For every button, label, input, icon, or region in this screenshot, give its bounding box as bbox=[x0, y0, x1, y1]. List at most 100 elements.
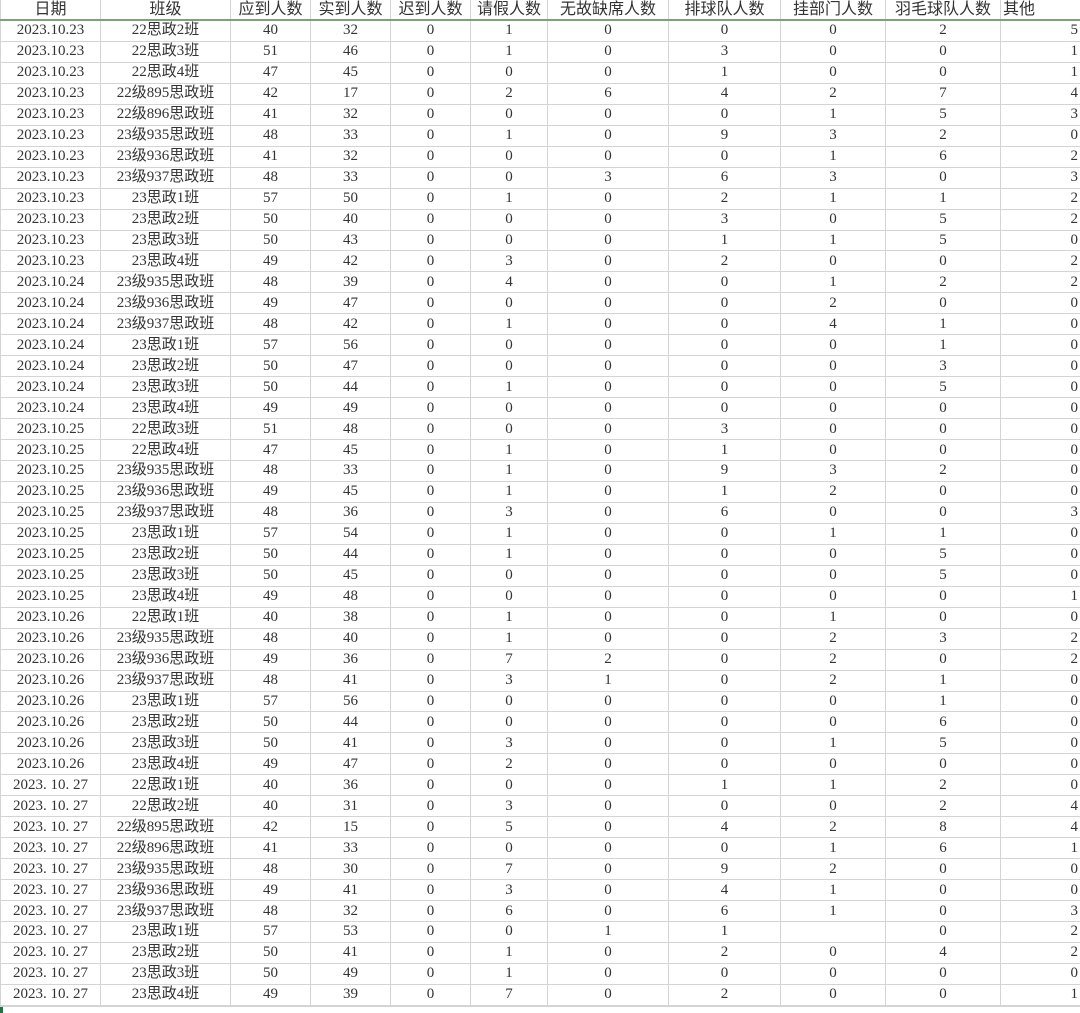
cell-present[interactable]: 39 bbox=[311, 984, 391, 1005]
cell-other[interactable]: 1 bbox=[1001, 984, 1080, 1005]
cell-other[interactable]: 0 bbox=[1001, 230, 1080, 251]
cell-leave[interactable]: 2 bbox=[471, 754, 548, 775]
cell-date[interactable]: 2023.10.24 bbox=[1, 293, 101, 314]
cell-late[interactable]: 0 bbox=[391, 775, 471, 796]
cell-expected[interactable]: 48 bbox=[231, 314, 311, 335]
cell-expected[interactable]: 40 bbox=[231, 607, 311, 628]
cell-other[interactable]: 0 bbox=[1001, 293, 1080, 314]
cell-date[interactable]: 2023.10.25 bbox=[1, 565, 101, 586]
cell-badminton[interactable]: 0 bbox=[886, 62, 1001, 83]
cell-badminton[interactable]: 0 bbox=[886, 481, 1001, 502]
cell-department[interactable]: 0 bbox=[781, 251, 886, 272]
cell-department[interactable]: 4 bbox=[781, 314, 886, 335]
cell-date[interactable]: 2023.10.26 bbox=[1, 754, 101, 775]
cell-date[interactable]: 2023.10.25 bbox=[1, 419, 101, 440]
cell-absent[interactable]: 0 bbox=[548, 775, 669, 796]
cell-absent[interactable]: 2 bbox=[548, 649, 669, 670]
cell-badminton[interactable]: 1 bbox=[886, 335, 1001, 356]
cell-late[interactable]: 0 bbox=[391, 62, 471, 83]
cell-expected[interactable]: 51 bbox=[231, 41, 311, 62]
cell-late[interactable]: 0 bbox=[391, 440, 471, 461]
cell-leave[interactable]: 1 bbox=[471, 481, 548, 502]
cell-leave[interactable]: 2 bbox=[471, 83, 548, 104]
cell-expected[interactable]: 57 bbox=[231, 523, 311, 544]
cell-class[interactable]: 22思政2班 bbox=[101, 796, 231, 817]
cell-present[interactable]: 32 bbox=[311, 901, 391, 922]
cell-date[interactable]: 2023.10.23 bbox=[1, 125, 101, 146]
cell-class[interactable]: 23思政1班 bbox=[101, 523, 231, 544]
cell-present[interactable]: 33 bbox=[311, 838, 391, 859]
cell-class[interactable]: 23级936思政班 bbox=[101, 146, 231, 167]
cell-leave[interactable]: 0 bbox=[471, 691, 548, 712]
cell-leave[interactable]: 0 bbox=[471, 712, 548, 733]
cell-other[interactable]: 0 bbox=[1001, 481, 1080, 502]
cell-leave[interactable]: 1 bbox=[471, 440, 548, 461]
cell-leave[interactable]: 7 bbox=[471, 649, 548, 670]
cell-expected[interactable]: 57 bbox=[231, 691, 311, 712]
cell-volleyball[interactable]: 1 bbox=[669, 775, 781, 796]
cell-absent[interactable]: 0 bbox=[548, 377, 669, 398]
cell-absent[interactable]: 0 bbox=[548, 691, 669, 712]
cell-department[interactable]: 0 bbox=[781, 41, 886, 62]
cell-late[interactable]: 0 bbox=[391, 796, 471, 817]
cell-class[interactable]: 23思政3班 bbox=[101, 230, 231, 251]
cell-late[interactable]: 0 bbox=[391, 104, 471, 125]
cell-class[interactable]: 23级936思政班 bbox=[101, 649, 231, 670]
cell-late[interactable]: 0 bbox=[391, 293, 471, 314]
cell-leave[interactable]: 1 bbox=[471, 41, 548, 62]
cell-department[interactable]: 0 bbox=[781, 984, 886, 1005]
cell-other[interactable]: 1 bbox=[1001, 586, 1080, 607]
cell-volleyball[interactable]: 9 bbox=[669, 125, 781, 146]
column-header-date[interactable]: 日期 bbox=[1, 0, 101, 20]
cell-other[interactable]: 0 bbox=[1001, 733, 1080, 754]
cell-expected[interactable]: 49 bbox=[231, 251, 311, 272]
cell-other[interactable]: 0 bbox=[1001, 440, 1080, 461]
cell-volleyball[interactable]: 6 bbox=[669, 502, 781, 523]
cell-present[interactable]: 47 bbox=[311, 356, 391, 377]
cell-late[interactable]: 0 bbox=[391, 984, 471, 1005]
cell-expected[interactable]: 41 bbox=[231, 146, 311, 167]
cell-expected[interactable]: 50 bbox=[231, 209, 311, 230]
cell-late[interactable]: 0 bbox=[391, 398, 471, 419]
cell-late[interactable]: 0 bbox=[391, 942, 471, 963]
column-header-late[interactable]: 迟到人数 bbox=[391, 0, 471, 20]
cell-late[interactable]: 0 bbox=[391, 607, 471, 628]
cell-badminton[interactable]: 0 bbox=[886, 984, 1001, 1005]
cell-badminton[interactable]: 0 bbox=[886, 921, 1001, 942]
cell-late[interactable]: 0 bbox=[391, 83, 471, 104]
cell-present[interactable]: 45 bbox=[311, 440, 391, 461]
cell-department[interactable]: 0 bbox=[781, 377, 886, 398]
cell-badminton[interactable]: 2 bbox=[886, 272, 1001, 293]
cell-badminton[interactable]: 0 bbox=[886, 607, 1001, 628]
cell-late[interactable]: 0 bbox=[391, 859, 471, 880]
cell-expected[interactable]: 49 bbox=[231, 984, 311, 1005]
cell-class[interactable]: 23级937思政班 bbox=[101, 901, 231, 922]
cell-department[interactable]: 2 bbox=[781, 859, 886, 880]
cell-other[interactable]: 1 bbox=[1001, 62, 1080, 83]
cell-absent[interactable]: 0 bbox=[548, 544, 669, 565]
cell-badminton[interactable]: 6 bbox=[886, 712, 1001, 733]
cell-present[interactable]: 53 bbox=[311, 921, 391, 942]
cell-other[interactable]: 0 bbox=[1001, 356, 1080, 377]
cell-class[interactable]: 23思政4班 bbox=[101, 398, 231, 419]
cell-present[interactable]: 43 bbox=[311, 230, 391, 251]
cell-class[interactable]: 23级935思政班 bbox=[101, 272, 231, 293]
column-header-expected[interactable]: 应到人数 bbox=[231, 0, 311, 20]
cell-badminton[interactable]: 0 bbox=[886, 251, 1001, 272]
cell-class[interactable]: 22思政3班 bbox=[101, 419, 231, 440]
cell-volleyball[interactable]: 0 bbox=[669, 146, 781, 167]
cell-leave[interactable]: 3 bbox=[471, 880, 548, 901]
cell-date[interactable]: 2023.10.24 bbox=[1, 272, 101, 293]
cell-other[interactable]: 2 bbox=[1001, 209, 1080, 230]
cell-late[interactable]: 0 bbox=[391, 461, 471, 482]
cell-expected[interactable]: 49 bbox=[231, 293, 311, 314]
cell-absent[interactable]: 6 bbox=[548, 83, 669, 104]
column-header-leave[interactable]: 请假人数 bbox=[471, 0, 548, 20]
cell-date[interactable]: 2023.10.23 bbox=[1, 104, 101, 125]
cell-other[interactable]: 0 bbox=[1001, 691, 1080, 712]
cell-date[interactable]: 2023. 10. 27 bbox=[1, 796, 101, 817]
cell-date[interactable]: 2023. 10. 27 bbox=[1, 775, 101, 796]
cell-present[interactable]: 38 bbox=[311, 607, 391, 628]
cell-class[interactable]: 22思政1班 bbox=[101, 607, 231, 628]
cell-class[interactable]: 23级936思政班 bbox=[101, 880, 231, 901]
